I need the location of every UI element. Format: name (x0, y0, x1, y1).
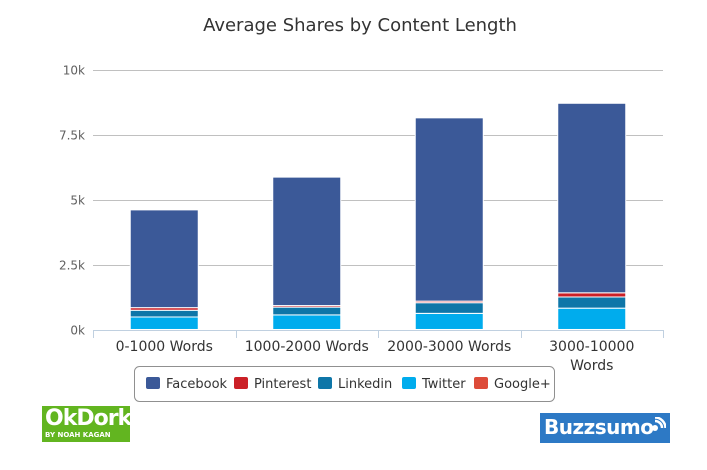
x-tick-label-line: 0-1000 Words (116, 339, 213, 355)
y-axis: 0k 2.5k 5k 7.5k 10k (59, 64, 85, 338)
buzzsumo-logo-main: Buzzsumo (544, 415, 654, 439)
x-tick-label: 3000-10000 Words (549, 339, 634, 374)
y-tick-label: 5k (70, 194, 85, 208)
bar-segment-facebook (272, 176, 342, 307)
bar-segment-twitter (129, 316, 199, 330)
x-tick-label-line: 2000-3000 Words (387, 339, 511, 355)
bar-segment-facebook (129, 209, 199, 309)
y-tick-label: 10k (63, 64, 85, 78)
y-tick-label: 7.5k (59, 129, 85, 143)
bar-segment-linkedin (557, 296, 627, 309)
legend-label[interactable]: Twitter (421, 377, 466, 392)
x-tick-label: 2000-3000 Words (387, 339, 511, 355)
bar-segment-twitter (414, 312, 484, 330)
legend-box (134, 366, 555, 402)
bar-segment-linkedin (129, 309, 199, 318)
legend-swatch (318, 377, 332, 389)
legend-swatch (402, 377, 416, 389)
legend-swatch (234, 377, 248, 389)
y-tick-label: 2.5k (59, 259, 85, 273)
okdork-logo-main: OkDork (45, 406, 132, 431)
y-tick-label: 0k (70, 324, 85, 338)
bar-segment-pinterest (557, 292, 627, 298)
x-tick-label-line: 1000-2000 Words (245, 339, 369, 355)
legend-swatch (474, 377, 488, 389)
chart-title: Average Shares by Content Length (203, 15, 517, 36)
legend-label[interactable]: Linkedin (338, 377, 392, 392)
bar-segment-linkedin (272, 306, 342, 316)
signal-icon (652, 417, 666, 431)
okdork-logo-sub: BY NOAH KAGAN (45, 431, 111, 439)
bar-segment-linkedin (414, 302, 484, 314)
buzzsumo-logo: Buzzsumo (540, 413, 670, 443)
bars (129, 102, 627, 331)
legend-label[interactable]: Google+ (494, 377, 551, 392)
x-tick-label: 1000-2000 Words (245, 339, 369, 355)
legend-label[interactable]: Pinterest (254, 377, 311, 392)
legend-label[interactable]: Facebook (166, 377, 228, 392)
okdork-logo: OkDork BY NOAH KAGAN (42, 406, 132, 442)
bar-segment-facebook (414, 117, 484, 302)
bar-segment-facebook (557, 102, 627, 294)
x-axis: 0-1000 Words 1000-2000 Words 2000-3000 Wor… (93, 330, 664, 374)
x-tick-label-line: 3000-10000 (549, 339, 634, 355)
x-tick-label-line: Words (570, 358, 613, 374)
legend: Facebook Pinterest Linkedin Twitter Google+ (134, 366, 555, 402)
x-tick-label: 0-1000 Words (116, 339, 213, 355)
legend-swatch (146, 377, 160, 389)
bar-segment-twitter (557, 307, 627, 330)
bar-segment-twitter (272, 314, 342, 330)
